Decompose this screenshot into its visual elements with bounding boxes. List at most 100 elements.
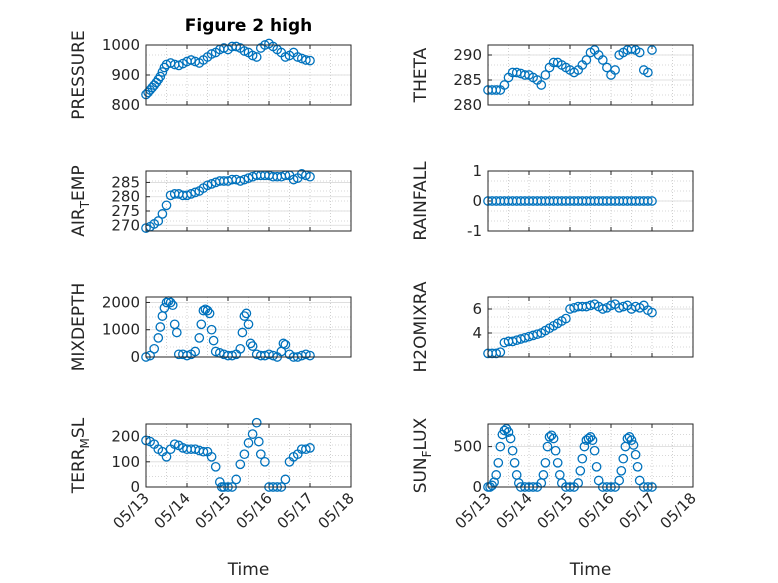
y-axis-label: H2OMIXRA <box>411 281 431 372</box>
y-axis-label: RAINFALL <box>411 161 431 241</box>
data-point <box>552 457 563 468</box>
data-point <box>167 300 178 311</box>
data-point <box>208 335 219 346</box>
data-point <box>587 435 598 446</box>
data-point <box>239 311 250 321</box>
data-point <box>647 45 657 55</box>
data-point <box>499 425 510 436</box>
data-point <box>260 456 270 467</box>
data-point <box>235 459 246 470</box>
data-point <box>597 55 608 65</box>
y-axis-label: TERRMSL <box>69 417 92 494</box>
data-point <box>247 341 258 351</box>
data-point <box>161 200 172 211</box>
data-point <box>495 347 506 358</box>
y-tick-label: 1000 <box>102 36 140 54</box>
data-point <box>618 453 629 464</box>
data-point <box>280 339 291 350</box>
data-point <box>239 46 250 56</box>
data-point <box>632 461 643 472</box>
data-point <box>550 445 561 456</box>
y-tick-label: 275 <box>111 202 140 220</box>
data-point <box>241 308 252 319</box>
data-point <box>532 329 543 340</box>
y-tick-label: 0 <box>130 348 140 366</box>
y-tick-label: 0 <box>472 478 482 496</box>
data-point <box>210 346 221 357</box>
y-axis-label: SUNFLUX <box>411 417 434 493</box>
data-point <box>231 41 242 52</box>
data-point <box>491 85 502 95</box>
data-point <box>159 62 170 73</box>
data-point <box>239 449 250 460</box>
data-point <box>243 173 254 183</box>
data-point <box>634 47 645 58</box>
data-point <box>292 52 303 62</box>
data-point <box>544 432 555 442</box>
data-point <box>206 451 217 462</box>
data-point <box>198 305 209 316</box>
data-point <box>155 322 166 332</box>
data-point <box>301 444 311 455</box>
x-axis-label: Time <box>227 560 270 580</box>
data-point <box>301 349 311 360</box>
data-point <box>597 304 608 314</box>
subplot-rainfall: -1 0 1 RAINFALL <box>411 161 694 241</box>
data-point <box>505 433 516 444</box>
data-point <box>157 67 168 77</box>
data-point <box>268 350 278 361</box>
data-point <box>161 297 172 308</box>
data-point <box>161 451 172 462</box>
subplot-terr-msl: 0100200TERRMSL05/1305/1405/1505/1605/170… <box>69 417 358 580</box>
y-axis-label: AIRTEMP <box>69 165 92 236</box>
data-point <box>171 327 182 338</box>
data-point <box>155 71 166 82</box>
data-point <box>643 67 653 78</box>
data-point <box>301 55 311 65</box>
data-point <box>255 449 266 460</box>
data-point <box>243 319 254 330</box>
data-point <box>239 174 250 185</box>
data-point <box>591 461 602 472</box>
data-point <box>253 436 264 447</box>
data-point <box>202 305 213 316</box>
y-tick-label: 900 <box>111 66 140 84</box>
y-tick-label: 200 <box>111 428 140 446</box>
data-point <box>536 80 547 90</box>
data-point <box>204 308 215 319</box>
data-point <box>626 435 637 446</box>
y-tick-label: 0 <box>472 192 482 210</box>
data-point <box>495 441 506 452</box>
axes-box <box>145 423 352 488</box>
data-point <box>206 179 217 189</box>
data-point <box>153 74 164 85</box>
data-point <box>202 180 213 191</box>
axes-box <box>145 296 352 358</box>
figure-title: Figure 2 high <box>185 16 313 36</box>
data-point <box>579 441 590 452</box>
data-point <box>251 52 262 62</box>
data-point <box>153 333 164 343</box>
data-point <box>280 474 291 485</box>
y-tick-label: -1 <box>467 222 482 240</box>
axes-box <box>487 44 694 106</box>
data-point <box>296 169 307 179</box>
data-point <box>647 196 657 206</box>
data-point <box>561 313 571 324</box>
data-point <box>542 441 553 452</box>
y-axis-label: PRESSURE <box>69 30 89 119</box>
data-point <box>159 303 170 313</box>
data-point <box>278 338 289 349</box>
data-point <box>499 80 510 90</box>
y-tick-label: 2000 <box>102 293 140 311</box>
data-point <box>210 461 221 472</box>
data-point <box>169 439 180 450</box>
data-point <box>589 445 600 456</box>
data-point <box>206 49 217 59</box>
axes-box <box>487 296 694 358</box>
axes-box <box>487 170 694 232</box>
data-point <box>186 189 196 199</box>
data-point <box>647 307 657 318</box>
